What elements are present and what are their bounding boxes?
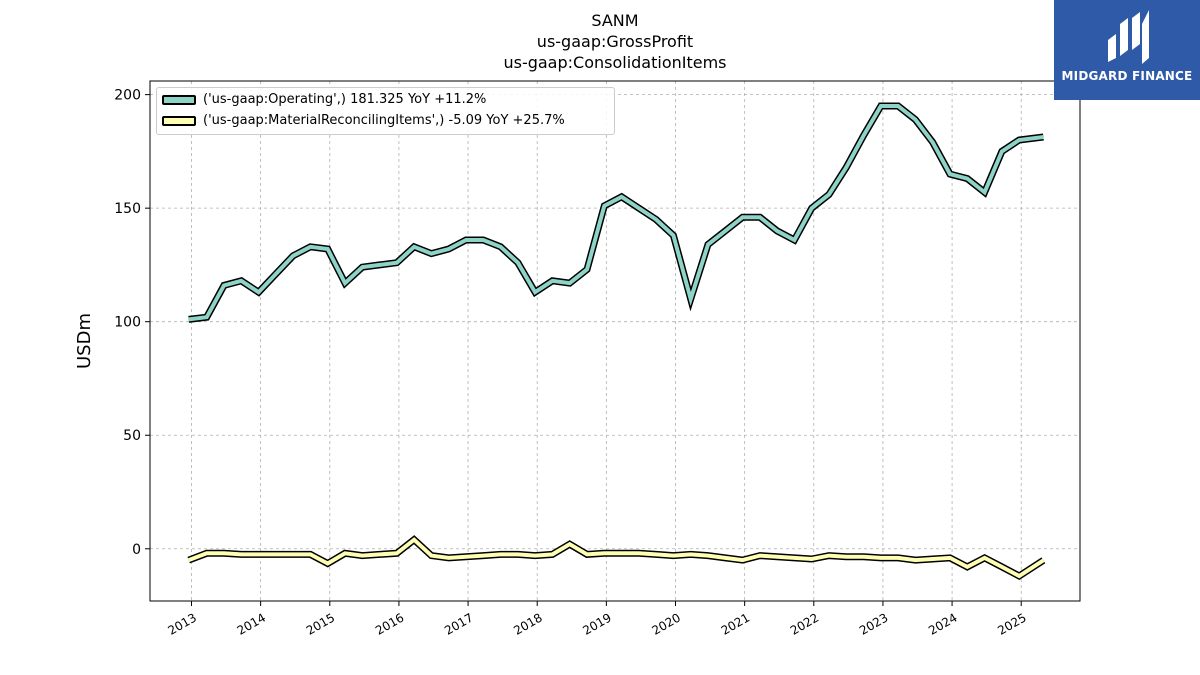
x-tick-label-2018: 2018	[511, 610, 544, 637]
series-lines	[187, 102, 1046, 581]
grid-lines	[150, 81, 1080, 601]
logo-mark-icon	[1108, 10, 1149, 64]
x-tick-label-2013: 2013	[166, 610, 199, 637]
series-1	[187, 535, 1046, 581]
logo-text: MIDGARD FINANCE	[1061, 69, 1193, 83]
chart-title: SANM	[591, 11, 639, 30]
series-0-outline	[188, 102, 1044, 323]
x-tick-label-2022: 2022	[788, 610, 821, 637]
y-tick-label-50: 50	[123, 428, 141, 444]
chart-subtitle-metric: us-gaap:GrossProfit	[536, 32, 694, 51]
x-tick-label-2015: 2015	[304, 610, 337, 637]
x-tick-label-2019: 2019	[580, 610, 613, 637]
x-tick-label-2020: 2020	[650, 610, 683, 637]
x-tick-label-2024: 2024	[926, 610, 959, 637]
y-tick-label-0: 0	[132, 542, 141, 558]
x-tick-label-2021: 2021	[719, 610, 752, 637]
x-tick-label-2014: 2014	[235, 610, 268, 637]
series-0	[188, 102, 1044, 323]
chart-subtitle-segment: us-gaap:ConsolidationItems	[503, 53, 727, 72]
y-axis-label: USDm	[74, 313, 95, 369]
legend-item-reconciling: ('us-gaap:MaterialReconcilingItems',) -5…	[157, 113, 614, 131]
series-1-line	[187, 537, 1045, 579]
y-tick-label-100: 100	[114, 315, 141, 331]
x-tick-label-2023: 2023	[857, 610, 890, 637]
legend-swatch-operating	[162, 95, 196, 105]
y-tick-label-150: 150	[114, 201, 141, 217]
legend: ('us-gaap:Operating',) 181.325 YoY +11.2…	[156, 87, 615, 135]
legend-label-reconciling: ('us-gaap:MaterialReconcilingItems',) -5…	[203, 113, 565, 128]
brand-logo: MIDGARD FINANCE	[1054, 0, 1200, 100]
plot-area-frame	[149, 80, 1081, 602]
legend-item-operating: ('us-gaap:Operating',) 181.325 YoY +11.2…	[157, 92, 614, 110]
x-tick-label-2017: 2017	[442, 610, 475, 637]
series-0-line	[188, 104, 1044, 322]
legend-label-operating: ('us-gaap:Operating',) 181.325 YoY +11.2…	[203, 92, 487, 107]
legend-swatch-reconciling	[162, 116, 196, 126]
x-tick-label-2016: 2016	[373, 610, 406, 637]
y-tick-label-200: 200	[114, 88, 141, 104]
x-tick-label-2025: 2025	[995, 610, 1028, 637]
